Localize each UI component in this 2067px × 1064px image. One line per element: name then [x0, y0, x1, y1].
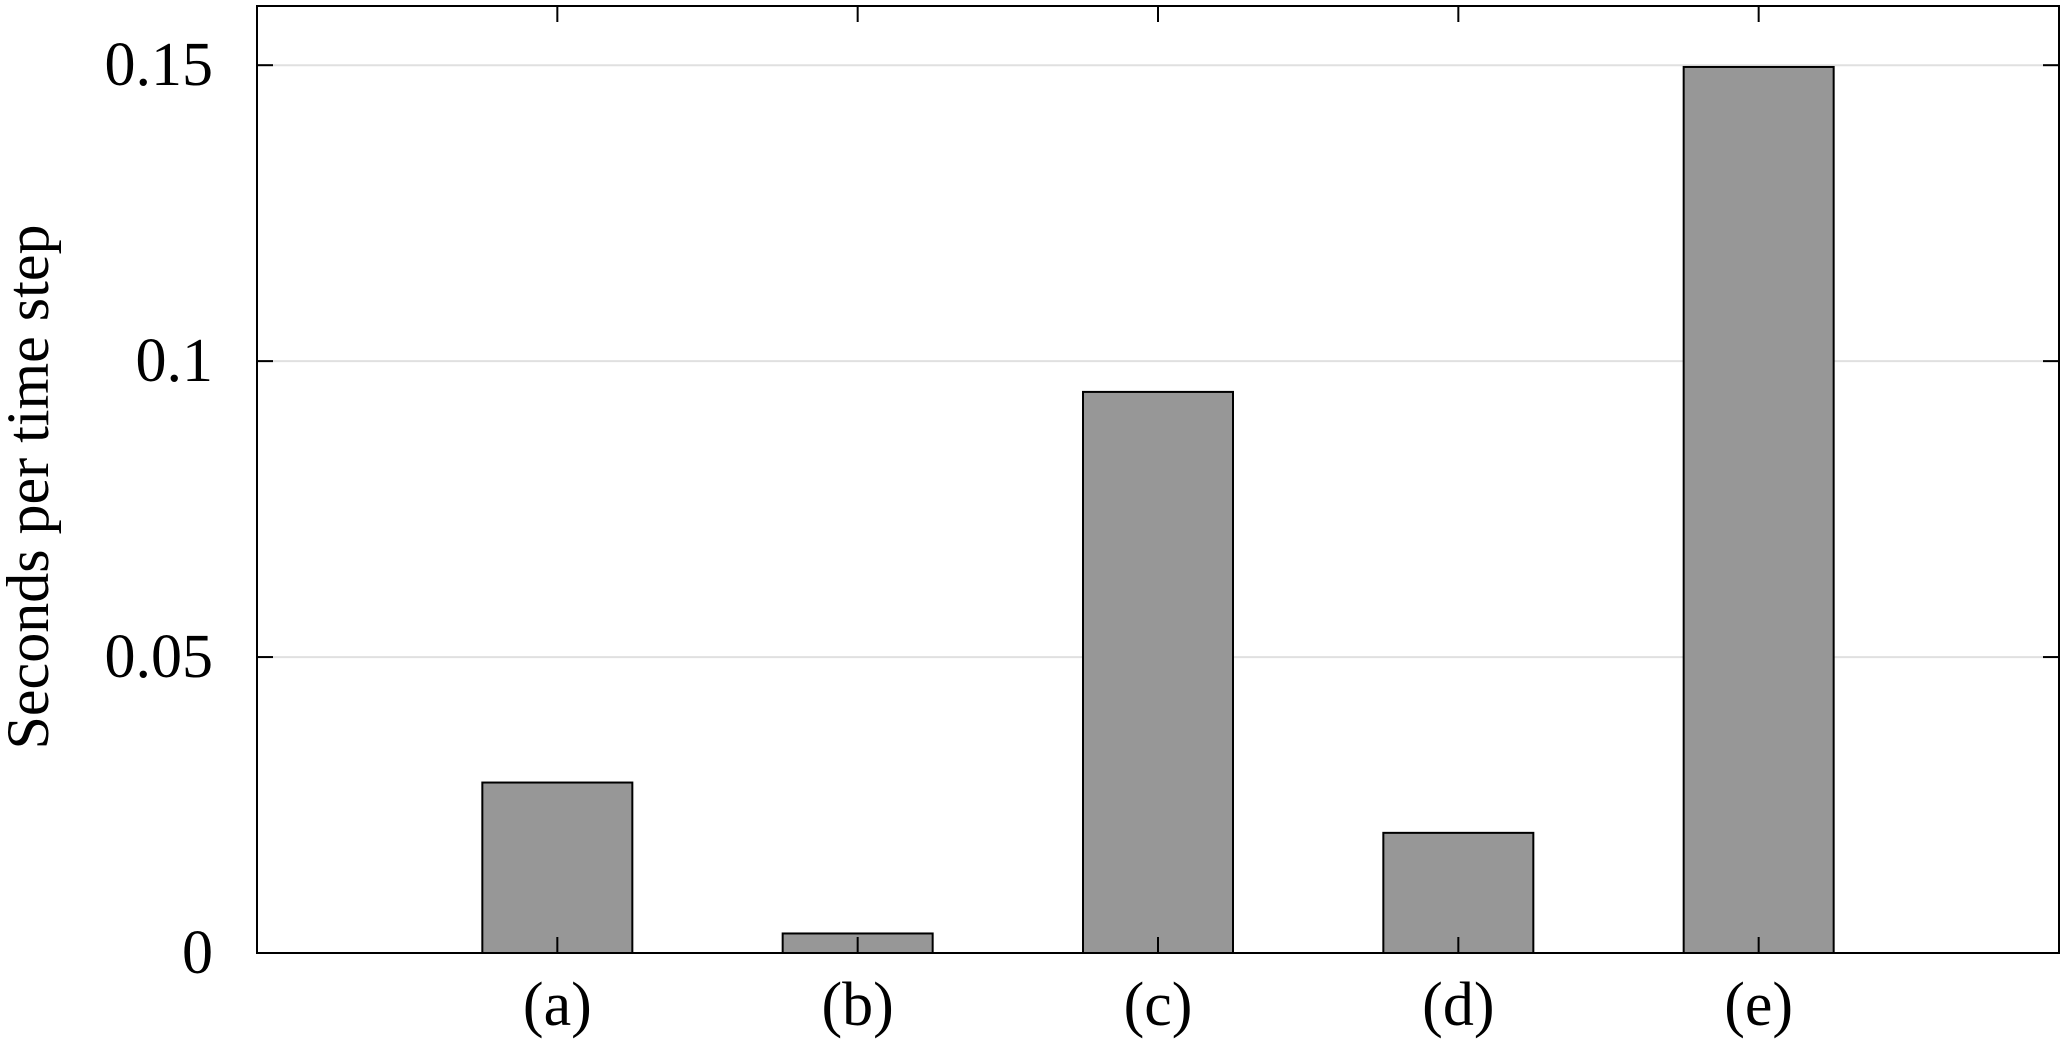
x-tick-label-1: (b) [822, 971, 894, 1039]
x-tick-label-0: (a) [523, 971, 592, 1039]
y-tick-label-2: 0.1 [136, 327, 214, 395]
x-tick-labels: (a) (b) (c) (d) (e) [523, 971, 1793, 1039]
bar-4 [1682, 65, 1835, 954]
bar-3 [1382, 831, 1535, 954]
x-tick-label-2: (c) [1124, 971, 1193, 1039]
y-tick-label-3: 0.15 [105, 31, 214, 99]
axis-ticks [257, 6, 2059, 954]
y-tick-label-1: 0.05 [105, 623, 214, 691]
x-tick-label-4: (e) [1724, 971, 1793, 1039]
y-axis-label: Seconds per time step [0, 225, 61, 750]
x-tick-label-3: (d) [1422, 971, 1494, 1039]
bar-2 [1082, 390, 1234, 954]
y-tick-label-0: 0 [182, 919, 213, 987]
bar-0 [481, 781, 634, 954]
y-tick-labels: 0 0.05 0.1 0.15 [105, 31, 214, 987]
bars [481, 65, 1835, 955]
